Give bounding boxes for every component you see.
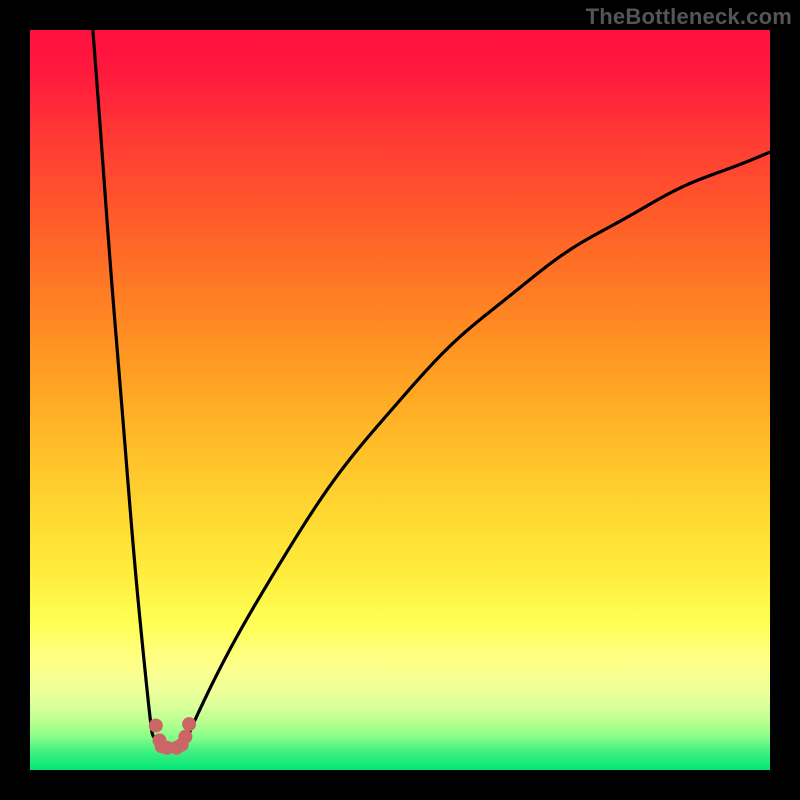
chart-svg xyxy=(0,0,800,800)
trough-marker xyxy=(178,730,192,744)
trough-marker xyxy=(149,719,163,733)
trough-marker xyxy=(182,717,196,731)
bottleneck-chart: TheBottleneck.com xyxy=(0,0,800,800)
